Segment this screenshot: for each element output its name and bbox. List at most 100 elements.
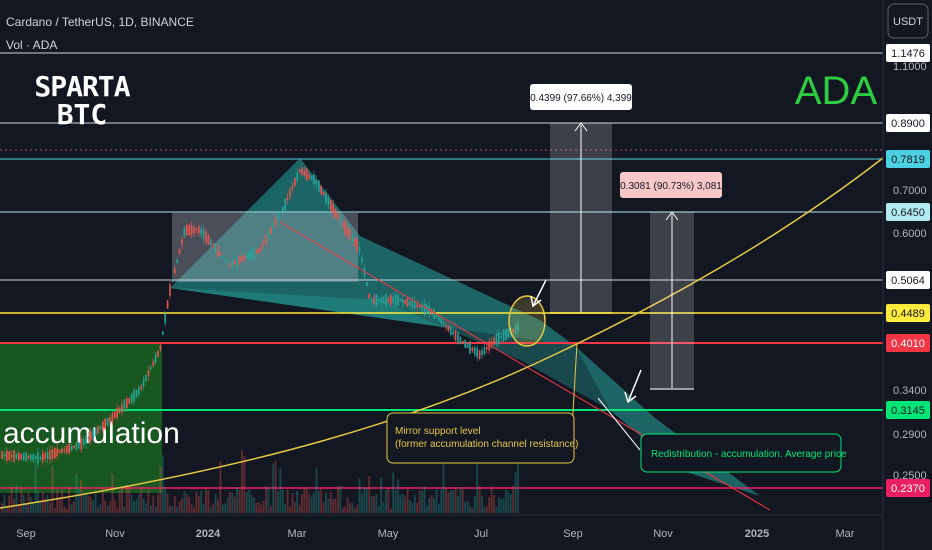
volume-bar (229, 492, 231, 513)
volume-bar (183, 491, 186, 513)
volume-bar (476, 455, 479, 513)
candle-body (70, 445, 73, 451)
measure-label-1-bg (530, 84, 632, 110)
candle-body (39, 456, 42, 459)
volume-bar (118, 491, 121, 513)
volume-bar (133, 500, 135, 513)
volume-bar (89, 496, 92, 513)
volume-bar (82, 492, 85, 513)
volume-bar (320, 488, 323, 513)
volume-bar (101, 487, 104, 513)
volume-bar (116, 508, 119, 513)
candle-body (186, 225, 188, 235)
volume-bar (418, 490, 421, 513)
measure-arrowhead-1 (574, 122, 588, 132)
volume-bar (399, 495, 402, 513)
candle-body (327, 197, 330, 205)
volume-bar (353, 508, 356, 513)
candle-body (133, 390, 135, 402)
candle-body (104, 418, 106, 430)
volume-bar (157, 494, 159, 513)
candle-body (34, 456, 37, 460)
volume-bar (466, 500, 469, 513)
teal-channel-upper (170, 158, 575, 346)
candle-body (306, 168, 308, 181)
candle-body (8, 451, 10, 461)
symbol-title[interactable]: Cardano / TetherUS, 1D, BINANCE (6, 15, 194, 29)
volume-bar (142, 498, 145, 513)
candle-body (325, 192, 327, 203)
volume-bar (517, 461, 519, 513)
candle-body (214, 244, 217, 253)
candle-body (344, 222, 346, 234)
volume-bar (368, 476, 371, 513)
candle-body (87, 436, 90, 440)
volume-bar (109, 501, 111, 513)
candle-body (42, 452, 44, 462)
volume-bar (221, 504, 224, 513)
candle-body (370, 298, 373, 302)
candle-body (351, 234, 354, 243)
volume-bar (130, 494, 133, 513)
currency-button-label[interactable]: USDT (893, 16, 923, 28)
candle-body (66, 445, 68, 453)
candle-body (454, 330, 457, 341)
volume-bar (145, 503, 147, 513)
candle-body (37, 452, 39, 464)
volume-bar (3, 494, 6, 513)
highlight-circle (508, 295, 546, 347)
volume-bar (77, 487, 80, 513)
candle-body (78, 442, 80, 449)
candle-body (447, 326, 450, 331)
redistribution-callout (640, 433, 842, 473)
volume-bar (337, 486, 339, 513)
candle-body (15, 453, 18, 459)
volume-bar (260, 504, 263, 513)
volume-bar (10, 485, 13, 513)
candle-body (106, 418, 109, 426)
candle-body (250, 249, 253, 259)
candle-body (502, 330, 505, 342)
candle-body (387, 297, 390, 303)
candle-body (253, 247, 255, 259)
candle-body (274, 217, 277, 227)
candle-body (202, 229, 205, 240)
volume-bar (349, 503, 351, 513)
volume-bar (53, 508, 56, 513)
candles (1, 166, 519, 468)
volume-bar (502, 498, 505, 513)
candle-body (277, 214, 279, 221)
candle-body (289, 189, 291, 198)
candle-body (390, 295, 392, 305)
price-tag (886, 203, 930, 221)
price-tag (886, 114, 930, 132)
candle-body (178, 248, 181, 255)
volume-bar (147, 489, 150, 513)
volume-label[interactable]: Vol · ADA (6, 38, 57, 52)
candle-body (474, 347, 476, 355)
volume-bar (505, 489, 507, 513)
candle-body (490, 341, 493, 346)
price-tag-label: 0.6450 (891, 207, 925, 219)
candle-body (315, 179, 318, 185)
volume-bar (493, 495, 495, 513)
y-tick-label: 1.1000 (893, 61, 927, 73)
candle-body (94, 427, 97, 437)
candle-body (32, 454, 34, 461)
volume-bar (279, 468, 282, 513)
candle-body (63, 449, 66, 452)
volume-bar (363, 487, 366, 513)
candle-body (114, 412, 116, 419)
arrow-2-line (627, 369, 642, 403)
candle-body (183, 228, 186, 237)
candle-body (234, 260, 236, 265)
volume-bar (344, 506, 347, 513)
volume-bar (32, 502, 35, 513)
candle-body (85, 436, 87, 444)
candle-body (181, 239, 183, 245)
volume-bar (125, 485, 128, 513)
currency-button[interactable] (887, 3, 929, 39)
volume-bar (440, 489, 443, 513)
volume-bar (265, 486, 267, 513)
